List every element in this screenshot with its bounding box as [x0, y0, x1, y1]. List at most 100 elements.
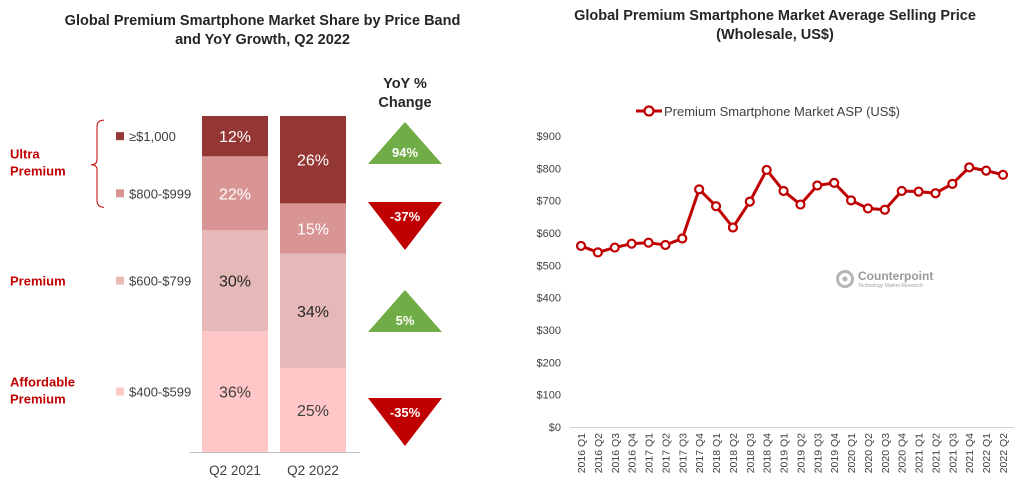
- legend-label-800-999: $800-$999: [129, 186, 191, 201]
- segment-label: Ultra: [10, 147, 40, 162]
- bar-segment-1-000-q2-2022: [280, 116, 346, 204]
- ultra-premium-bracket: [90, 119, 105, 208]
- bar-data-label: 12%: [219, 129, 251, 146]
- yoy-down-triangle-icon: [368, 398, 442, 446]
- asp-data-point: [845, 195, 857, 206]
- legend-swatch-400-599: [116, 387, 124, 396]
- yoy-value-label: -37%: [390, 209, 421, 224]
- legend-swatch-1-000: [116, 132, 124, 141]
- x-tick-label: 2020 Q2: [863, 433, 875, 473]
- x-tick-label: 2020 Q1: [846, 433, 858, 473]
- asp-data-point: [710, 201, 722, 212]
- yoy-down-triangle-icon: [368, 202, 442, 250]
- x-tick-label: 2017 Q2: [660, 433, 672, 473]
- y-tick-label: $900: [537, 131, 561, 143]
- bar-segment-1-000-q2-2021: [202, 116, 268, 157]
- left-chart-title: Global Premium Smartphone Market Share b…: [64, 13, 461, 48]
- yoy-value-label: 94%: [392, 145, 418, 160]
- y-tick-label: $0: [549, 422, 561, 434]
- segment-label: Premium: [10, 274, 66, 289]
- x-tick-label: 2022 Q1: [981, 433, 993, 473]
- bar-segment-800-999-q2-2021: [202, 156, 268, 231]
- x-category-label: Q2 2022: [287, 463, 339, 478]
- asp-data-point: [981, 165, 992, 176]
- asp-data-point: [862, 203, 874, 214]
- stacked-bar-chart: 36% 30% 22% 12% Q2 2021 25% 34% 15% 26% Q2 2022 ≥$…: [10, 76, 442, 478]
- asp-data-point: [761, 164, 772, 176]
- y-tick-label: $400: [537, 293, 561, 305]
- legend-marker-icon: [643, 105, 655, 117]
- x-tick-label: 2021 Q3: [947, 433, 959, 473]
- x-tick-label: 2017 Q3: [677, 433, 689, 473]
- bar-data-label: 22%: [219, 186, 251, 203]
- asp-line-chart: $0 $100 $200 $300 $400 $500 $600 $700 $800 $900 20…: [537, 104, 1014, 473]
- asp-data-point: [660, 239, 671, 251]
- asp-data-point: [964, 162, 975, 173]
- bar-data-label: 34%: [297, 304, 329, 321]
- bar-segment-600-799-q2-2021: [202, 230, 268, 332]
- asp-data-point: [812, 180, 823, 191]
- bar-data-label: 25%: [297, 403, 329, 420]
- asp-data-point: [795, 199, 806, 210]
- yoy-up-triangle-icon: [368, 290, 442, 332]
- yoy-header-line: Change: [378, 95, 431, 111]
- x-category-label: Q2 2021: [209, 463, 261, 478]
- yoy-up-triangle-icon: [368, 122, 442, 164]
- asp-data-point: [913, 186, 924, 197]
- bar-data-label: 26%: [297, 153, 329, 170]
- bar-data-label: 15%: [297, 222, 329, 239]
- x-tick-label: 2020 Q4: [897, 433, 909, 473]
- x-tick-label: 2017 Q1: [644, 433, 656, 473]
- x-tick-label: 2021 Q2: [930, 433, 942, 473]
- legend-label-600-799: $600-$799: [129, 274, 191, 289]
- x-tick-label: 2022 Q2: [998, 433, 1010, 473]
- asp-data-point: [778, 185, 789, 197]
- x-tick-label: 2016 Q4: [627, 433, 639, 473]
- x-tick-label: 2018 Q4: [762, 433, 774, 473]
- x-tick-label: 2016 Q1: [576, 433, 588, 473]
- x-tick-label: 2017 Q4: [694, 433, 706, 473]
- x-tick-label: 2019 Q3: [812, 433, 824, 473]
- counterpoint-logo-icon: [836, 270, 854, 288]
- asp-data-point: [609, 242, 620, 253]
- yoy-header-line: YoY %: [383, 76, 427, 92]
- right-chart-title: Global Premium Smartphone Market Average…: [574, 8, 976, 43]
- x-tick-label: 2016 Q3: [610, 433, 622, 473]
- y-tick-label: $800: [537, 163, 561, 175]
- bar-segment-600-799-q2-2022: [280, 253, 346, 368]
- x-tick-label: 2020 Q3: [880, 433, 892, 473]
- x-tick-label: 2019 Q1: [779, 433, 791, 473]
- x-tick-label: 2019 Q2: [795, 433, 807, 473]
- segment-label: Affordable: [10, 375, 75, 390]
- legend-label-1-000: ≥$1,000: [129, 129, 176, 144]
- legend-swatch-600-799: [116, 276, 124, 285]
- legend-swatch-800-999: [116, 189, 124, 198]
- asp-data-point: [626, 238, 637, 249]
- asp-data-point: [592, 247, 603, 258]
- y-tick-label: $200: [537, 357, 561, 369]
- bar-data-label: 36%: [219, 385, 251, 402]
- y-tick-label: $600: [537, 228, 561, 240]
- asp-data-point: [879, 204, 890, 215]
- y-tick-label: $500: [537, 260, 561, 272]
- asp-data-point: [694, 184, 705, 195]
- x-tick-label: 2018 Q1: [711, 433, 723, 473]
- asp-data-point: [829, 177, 840, 188]
- legend-series-label: Premium Smartphone Market ASP (US$): [664, 104, 900, 119]
- asp-data-point: [930, 188, 941, 199]
- asp-series-line: [580, 165, 1004, 254]
- x-tick-label: 2019 Q4: [829, 433, 841, 473]
- watermark-name: Counterpoint: [858, 269, 934, 283]
- y-tick-label: $300: [537, 325, 561, 337]
- bar-segment-800-999-q2-2022: [280, 203, 346, 254]
- asp-data-point: [727, 222, 739, 233]
- x-tick-label: 2021 Q1: [914, 433, 926, 473]
- asp-data-point: [677, 233, 688, 244]
- asp-data-point: [575, 240, 587, 252]
- x-tick-label: 2018 Q3: [745, 433, 757, 473]
- segment-label: Premium: [10, 164, 66, 179]
- x-tick-label: 2016 Q2: [593, 433, 605, 473]
- legend-label-400-599: $400-$599: [129, 385, 191, 400]
- asp-data-point: [744, 196, 755, 207]
- y-tick-label: $100: [537, 390, 561, 402]
